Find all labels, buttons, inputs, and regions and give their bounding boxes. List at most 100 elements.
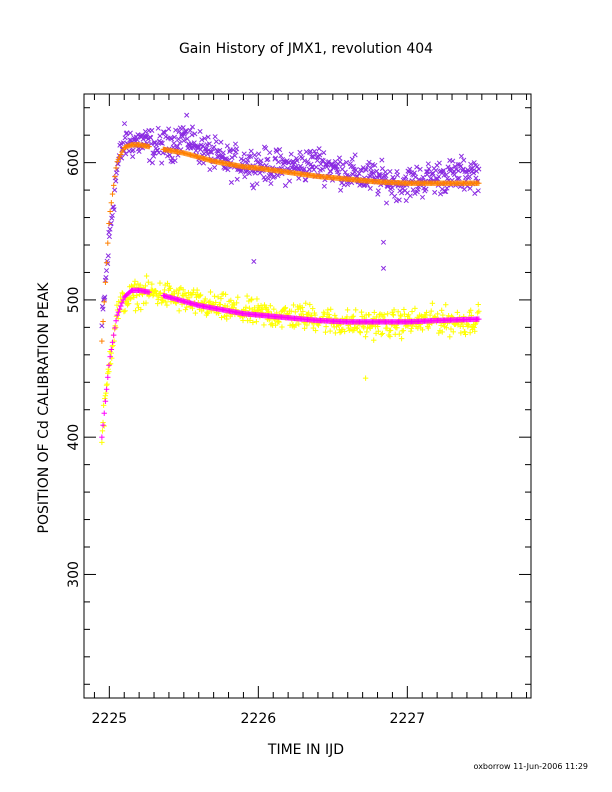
data-point xyxy=(164,280,171,287)
data-point xyxy=(274,148,280,154)
data-point xyxy=(344,314,350,320)
data-point xyxy=(212,134,218,140)
data-point xyxy=(287,322,293,328)
outlier-point xyxy=(251,258,257,265)
data-point xyxy=(363,167,369,173)
band-point xyxy=(106,362,112,369)
data-point xyxy=(220,291,226,297)
data-point xyxy=(387,327,394,334)
data-point xyxy=(205,309,211,315)
data-point xyxy=(241,151,247,157)
data-point xyxy=(350,171,356,177)
data-point xyxy=(293,322,299,328)
data-point xyxy=(125,300,132,307)
data-point xyxy=(349,314,355,320)
band-point xyxy=(99,338,105,344)
data-point xyxy=(395,309,401,315)
data-point xyxy=(246,153,252,159)
data-point xyxy=(230,147,236,153)
data-point xyxy=(350,327,356,334)
data-point xyxy=(307,150,313,156)
data-point xyxy=(207,298,213,305)
data-point xyxy=(248,153,254,159)
series-3 xyxy=(99,273,482,446)
data-point xyxy=(467,185,473,191)
data-point xyxy=(128,295,134,301)
data-point xyxy=(134,292,140,299)
data-point xyxy=(119,290,125,296)
data-point xyxy=(271,306,277,312)
band-point xyxy=(101,410,107,416)
data-point xyxy=(357,329,364,336)
data-point xyxy=(181,138,187,144)
data-point xyxy=(381,311,387,318)
data-point xyxy=(250,319,256,326)
data-point xyxy=(217,147,223,153)
y-tick-label: 400 xyxy=(66,424,82,451)
data-point xyxy=(252,152,258,158)
data-point xyxy=(316,146,322,152)
data-point xyxy=(209,149,215,155)
data-point xyxy=(145,279,152,285)
band-point xyxy=(119,300,125,306)
data-point xyxy=(312,312,318,318)
data-point xyxy=(148,141,154,147)
data-point xyxy=(131,294,137,301)
data-point xyxy=(381,173,387,179)
x-tick-label: 2226 xyxy=(241,711,277,727)
series-4 xyxy=(99,287,482,440)
data-point xyxy=(144,133,150,139)
data-point xyxy=(261,322,267,328)
data-point xyxy=(182,306,189,313)
data-point xyxy=(394,325,400,331)
band-point xyxy=(476,316,482,322)
data-point xyxy=(124,302,131,308)
data-point xyxy=(412,190,418,196)
data-point xyxy=(102,395,108,402)
data-point xyxy=(392,193,398,199)
data-point xyxy=(299,304,305,311)
data-point xyxy=(423,309,430,316)
data-point xyxy=(222,291,229,298)
data-point xyxy=(419,194,426,200)
band-point xyxy=(113,165,119,171)
data-point xyxy=(202,296,208,302)
data-point xyxy=(384,311,391,317)
data-point xyxy=(475,188,481,194)
data-point xyxy=(217,301,224,308)
data-point xyxy=(211,293,218,299)
data-point xyxy=(137,282,143,288)
data-point xyxy=(103,274,109,281)
band-point xyxy=(114,158,120,165)
data-point xyxy=(418,313,425,319)
data-point xyxy=(281,308,287,314)
outlier-point xyxy=(380,265,387,271)
band-point xyxy=(107,353,113,360)
data-point xyxy=(128,283,135,289)
data-point xyxy=(282,304,289,311)
data-point xyxy=(411,170,417,176)
data-point xyxy=(218,139,224,145)
data-point xyxy=(99,439,105,446)
data-point xyxy=(472,328,478,334)
data-point xyxy=(297,149,303,155)
data-point xyxy=(447,334,453,340)
band-point xyxy=(119,149,125,155)
data-point xyxy=(267,150,273,156)
data-point xyxy=(238,156,244,162)
data-point xyxy=(102,393,109,399)
data-point xyxy=(183,292,189,299)
data-point xyxy=(164,302,170,308)
data-point xyxy=(121,308,127,315)
data-point xyxy=(101,295,107,302)
data-point xyxy=(163,299,169,305)
data-point xyxy=(149,281,155,287)
data-point xyxy=(100,402,107,409)
data-point xyxy=(318,161,324,167)
data-point xyxy=(282,183,288,189)
y-tick-label: 600 xyxy=(66,149,82,176)
data-point xyxy=(358,168,365,174)
data-point xyxy=(213,299,219,306)
data-point xyxy=(327,328,333,334)
data-point xyxy=(184,136,190,142)
